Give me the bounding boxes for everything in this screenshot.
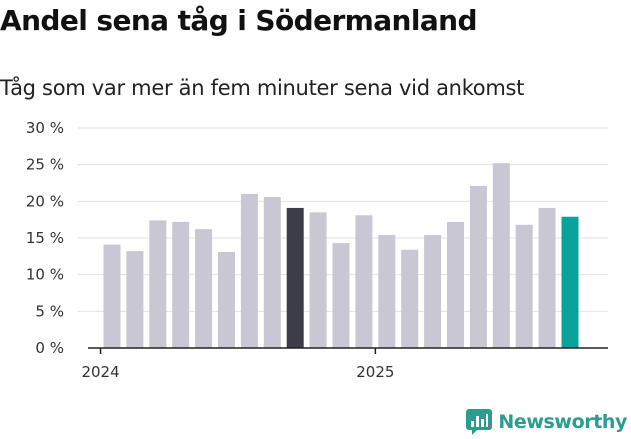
bar-2025-08 — [538, 207, 556, 348]
bar-2025-09 — [561, 216, 579, 348]
y-tick-label: 20 % — [26, 192, 64, 210]
y-tick-label: 5 % — [35, 302, 64, 320]
chart-title: Andel sena tåg i Södermanland — [0, 4, 478, 37]
bar-2024-11 — [332, 243, 350, 348]
bar-2024-04 — [172, 221, 190, 348]
newsworthy-chart-icon — [466, 409, 493, 435]
y-tick-label: 25 % — [26, 156, 64, 174]
bar-2024-10 — [309, 212, 327, 348]
bar-2024-01 — [103, 244, 121, 348]
brand-name: Newsworthy — [498, 411, 627, 433]
y-tick-label: 30 % — [26, 119, 64, 137]
bar-2024-07 — [240, 194, 258, 348]
x-tick-label: 2024 — [81, 363, 119, 381]
chart-subtitle: Tåg som var mer än fem minuter sena vid … — [0, 76, 525, 100]
y-tick-label: 15 % — [26, 229, 64, 247]
bar-2024-05 — [195, 229, 213, 348]
y-tick-label: 10 % — [26, 266, 64, 284]
bar-2024-09 — [286, 207, 304, 348]
newsworthy-logo: Newsworthy — [466, 409, 627, 435]
bar-2025-01 — [378, 235, 396, 348]
bar-2025-02 — [401, 249, 419, 348]
bar-2024-03 — [149, 220, 167, 348]
bar-2025-07 — [515, 224, 533, 348]
bar-2025-05 — [469, 185, 487, 348]
bar-2024-12 — [355, 215, 373, 348]
bar-2024-06 — [218, 251, 235, 348]
bar-2025-06 — [492, 163, 510, 348]
bar-2024-08 — [263, 196, 281, 348]
bar-2025-04 — [447, 221, 464, 348]
x-tick-label: 2025 — [356, 363, 394, 381]
bar-2024-02 — [126, 251, 144, 348]
bar-2025-03 — [424, 235, 442, 348]
y-tick-label: 0 % — [35, 339, 64, 357]
